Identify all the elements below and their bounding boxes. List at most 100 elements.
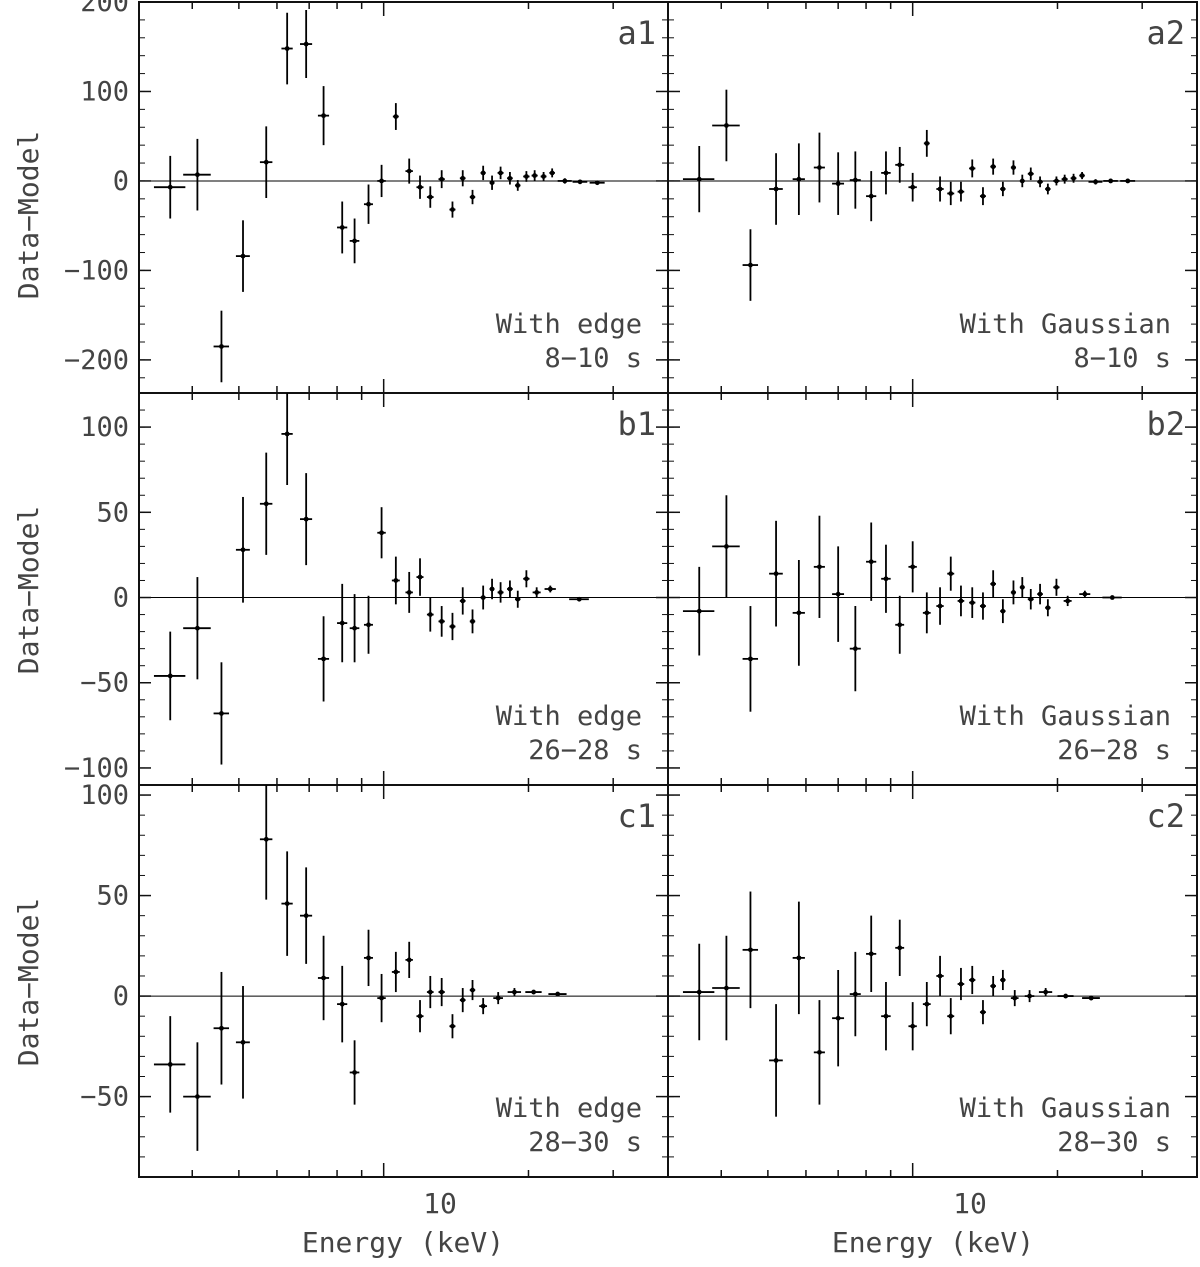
panel-label: c1: [617, 797, 656, 835]
data-point: [493, 992, 503, 1005]
data-point: [300, 10, 313, 79]
point-marker: [366, 201, 371, 207]
point-marker: [897, 622, 903, 628]
point-marker: [980, 1009, 986, 1015]
point-marker: [948, 1013, 954, 1019]
data-point: [1063, 595, 1072, 607]
point-marker: [696, 176, 702, 182]
point-marker: [1028, 171, 1034, 177]
point-marker: [773, 1058, 779, 1063]
point-marker: [1000, 977, 1006, 983]
data-point: [259, 126, 273, 198]
x-axis-label-left: Energy (keV): [302, 1226, 504, 1259]
point-marker: [1065, 598, 1071, 604]
point-marker: [990, 581, 996, 587]
point-marker: [534, 590, 540, 595]
data-point: [416, 558, 424, 596]
data-point: [1000, 181, 1006, 197]
point-marker: [576, 596, 582, 602]
data-point: [183, 1042, 211, 1151]
y-tick-label: 50: [96, 497, 129, 528]
point-marker: [910, 184, 916, 190]
data-point: [391, 556, 400, 605]
data-point: [459, 587, 466, 615]
data-point: [1024, 990, 1035, 1003]
data-point: [235, 986, 250, 1099]
data-point: [449, 1014, 456, 1039]
panel-label: a2: [1146, 14, 1185, 52]
x-tick-label-10-left: 10: [423, 1187, 457, 1220]
point-marker: [406, 168, 412, 174]
data-point: [391, 951, 400, 993]
data-point: [544, 585, 556, 593]
point-marker: [339, 1001, 345, 1007]
point-marker: [167, 184, 173, 190]
data-point: [480, 165, 486, 181]
point-marker: [562, 178, 568, 184]
panel-annotation: 28−30 s: [528, 1127, 642, 1158]
data-point: [317, 86, 330, 146]
data-point: [281, 393, 293, 486]
data-point: [317, 616, 330, 702]
data-point: [712, 495, 740, 598]
point-marker: [852, 646, 858, 652]
point-marker: [366, 955, 371, 961]
panel-annotation: 8−10 s: [1073, 343, 1171, 374]
point-marker: [450, 1023, 455, 1029]
point-marker: [969, 977, 975, 983]
data-point: [957, 181, 965, 202]
data-point: [990, 570, 996, 598]
point-marker: [352, 1070, 357, 1075]
point-marker: [167, 673, 173, 679]
data-point: [957, 967, 965, 1001]
point-marker: [541, 174, 546, 179]
point-marker: [427, 989, 433, 995]
data-point: [525, 989, 542, 995]
data-point: [1120, 178, 1136, 184]
point-marker: [379, 995, 384, 1001]
point-marker: [696, 989, 702, 995]
data-point: [1057, 993, 1074, 999]
point-marker: [724, 985, 729, 991]
point-marker: [748, 656, 753, 662]
data-point: [813, 1000, 825, 1105]
point-marker: [1054, 584, 1059, 590]
data-point: [712, 89, 740, 162]
data-point: [377, 164, 386, 198]
point-marker: [948, 571, 954, 577]
data-point: [1070, 173, 1077, 183]
panel-annotation: 8−10 s: [544, 343, 642, 374]
data-point: [742, 229, 759, 301]
data-point: [1037, 176, 1043, 188]
y-tick-label: 200: [80, 0, 129, 18]
point-marker: [379, 178, 384, 184]
data-point: [1045, 183, 1051, 195]
point-marker: [835, 181, 841, 187]
data-point: [832, 969, 845, 1067]
panel-label: b1: [617, 405, 656, 443]
data-point: [153, 155, 186, 219]
data-point: [153, 1016, 186, 1113]
data-point: [540, 172, 547, 181]
data-point: [557, 178, 572, 184]
point-marker: [1093, 179, 1098, 185]
point-marker: [498, 170, 503, 176]
point-marker: [980, 193, 986, 199]
data-point: [438, 170, 445, 189]
point-marker: [817, 564, 822, 570]
y-tick-label: 100: [80, 412, 129, 443]
data-point: [979, 592, 986, 620]
panel-annotation: With Gaussian: [960, 701, 1171, 732]
data-point: [849, 951, 861, 1037]
point-marker: [284, 431, 290, 437]
data-point: [792, 143, 805, 215]
data-point: [979, 1000, 986, 1025]
point-marker: [439, 176, 445, 182]
point-marker: [321, 113, 326, 119]
point-marker: [796, 176, 802, 182]
data-point: [895, 595, 905, 654]
data-point: [969, 159, 976, 178]
point-marker: [263, 836, 269, 842]
data-point: [523, 570, 530, 588]
